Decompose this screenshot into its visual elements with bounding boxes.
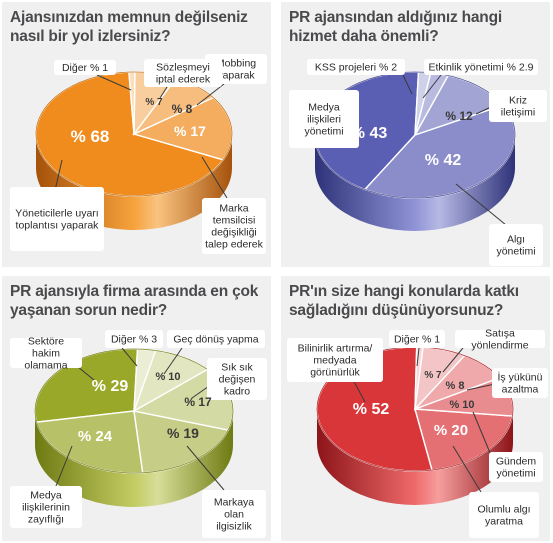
leader-line: [121, 347, 138, 367]
chart-title: PR ajansıyla firma arasında en çok yaşan…: [10, 283, 259, 319]
slice-label: Etkinlik yönetimi % 2.9: [428, 62, 533, 74]
slice-label: Sözleşmeyi iptal ederek: [156, 62, 211, 86]
chart-panel-important-service: PR ajansından aldığınız hangi hizmet dah…: [281, 2, 550, 267]
label-box: [287, 338, 383, 382]
chart-panel-pr-contribution: PR'ın size hangi konularda katkı sağladı…: [281, 276, 550, 541]
label-box: [10, 187, 104, 251]
slice-value: % 8: [446, 380, 465, 392]
label-box: [389, 330, 445, 348]
leader-line: [452, 445, 482, 493]
chart-title: Ajansınızdan memnun değilseniz nasıl bir…: [10, 9, 248, 45]
slice-label: Algı yönetimi: [496, 234, 535, 258]
chart-panel-agency-dissatisfaction: Ajansınızdan memnun değilseniz nasıl bir…: [2, 2, 271, 267]
chart-title: PR ajansından aldığınız hangi hizmet dah…: [289, 9, 502, 45]
leader-line: [466, 383, 496, 391]
label-box: [424, 59, 538, 75]
leader-line: [201, 156, 228, 199]
pie-rim: [35, 71, 233, 197]
slice-label: İş yükünü azaltma: [498, 371, 543, 396]
slice-label: Gündem yönetimi: [496, 456, 537, 480]
pie-side: [315, 135, 515, 231]
slice-value: % 12: [445, 109, 473, 123]
label-box: [54, 60, 116, 75]
slice-value: % 29: [92, 378, 129, 395]
leader-line: [416, 347, 420, 367]
pie-chart-pr-contribution: Bilinirlik artırma/medyada görünürlük % 52…: [287, 328, 548, 538]
slice-label: Mobbing yaparak: [216, 58, 256, 82]
leader-line: [472, 411, 494, 461]
pie-side: [35, 411, 233, 507]
leader-line: [442, 347, 464, 373]
slice-value: % 19: [167, 425, 199, 441]
label-box: [105, 330, 163, 348]
slice-value: % 10: [449, 399, 474, 411]
slice-value: % 52: [353, 401, 390, 418]
chart-title: PR'ın size hangi konularda katkı sağladı…: [289, 283, 519, 319]
slice-label: Yöneticilerle uyarı toplantısı yaparak: [15, 208, 99, 232]
label-box: [307, 59, 405, 75]
slice-value: % 20: [434, 422, 468, 439]
pie-side: [317, 409, 513, 505]
slice-label: Medya ilişkilerinin zayıflığı: [22, 490, 70, 526]
slice-value: % 43: [351, 125, 388, 142]
label-box: [144, 59, 222, 87]
label-box: [289, 90, 359, 148]
label-box: [10, 486, 82, 528]
leader-line: [402, 74, 413, 95]
label-box: [455, 330, 545, 348]
slice-label: Geç dönüş yapma: [173, 334, 258, 346]
label-box: [489, 90, 547, 122]
slice-label: Marka temsilcisi değişikliği talep ederek: [205, 203, 264, 251]
leader-line: [163, 347, 183, 375]
label-box: [489, 452, 543, 482]
label-box: [489, 224, 543, 266]
leader-line: [186, 445, 225, 491]
slice-label: Diğer % 3: [111, 334, 157, 346]
slice-label: Kriz iletişimi: [501, 95, 535, 119]
label-box: [207, 358, 267, 400]
slice-label: Medya ilişkileri yönetimi: [304, 102, 343, 138]
slice-value: % 17: [174, 123, 206, 139]
label-box: [469, 492, 539, 538]
slice-label: KSS projeleri % 2: [315, 62, 397, 74]
pie-chart-common-problem: Sektöre hakim olamama % 29 Medya ilişkilerini…: [10, 330, 267, 538]
slice-label: Diğer % 1: [62, 62, 108, 74]
slice-label: Sektöre hakim olamama: [24, 336, 67, 372]
slice-label: Sık sık değişen kadro: [219, 362, 256, 398]
slice-label: Markaya olan ilgisizlik: [214, 497, 254, 533]
label-box: [167, 330, 265, 348]
label-box: [202, 490, 266, 538]
chart-panel-common-problem: PR ajansıyla firma arasında en çok yaşan…: [2, 276, 271, 541]
label-box: [10, 338, 82, 368]
leader-line: [455, 183, 507, 226]
slice-label: Bilinirlik artırma/medyada görünürlük: [298, 343, 373, 379]
slice-value: % 8: [172, 102, 193, 116]
leader-line: [196, 83, 225, 106]
slice-label: Diğer % 1: [394, 334, 440, 346]
slice-value: % 24: [78, 428, 113, 445]
label-box: [492, 368, 548, 398]
slice-value: % 42: [425, 152, 462, 169]
slice-value: % 7: [145, 97, 163, 108]
slice-value: % 68: [71, 127, 110, 146]
slice-label: Olumlu algı yaratma: [477, 504, 530, 528]
leader-line: [96, 74, 132, 91]
slice-value: % 7: [424, 370, 442, 381]
slice-value: % 17: [184, 395, 212, 409]
label-box: [202, 198, 266, 254]
slice-label: Satışa yönlendirme: [471, 328, 528, 352]
pie-chart-important-service: Medya ilişkileri yönetimi % 43 Algı yönetimi%…: [289, 59, 547, 266]
leader-line: [159, 86, 168, 99]
pie-rim: [34, 348, 234, 474]
pie-chart-agency-dissatisfaction: Yöneticilerle uyarı toplantısı yaparak % 6…: [10, 54, 267, 254]
leader-line: [422, 74, 442, 99]
slice-value: % 10: [155, 371, 180, 383]
